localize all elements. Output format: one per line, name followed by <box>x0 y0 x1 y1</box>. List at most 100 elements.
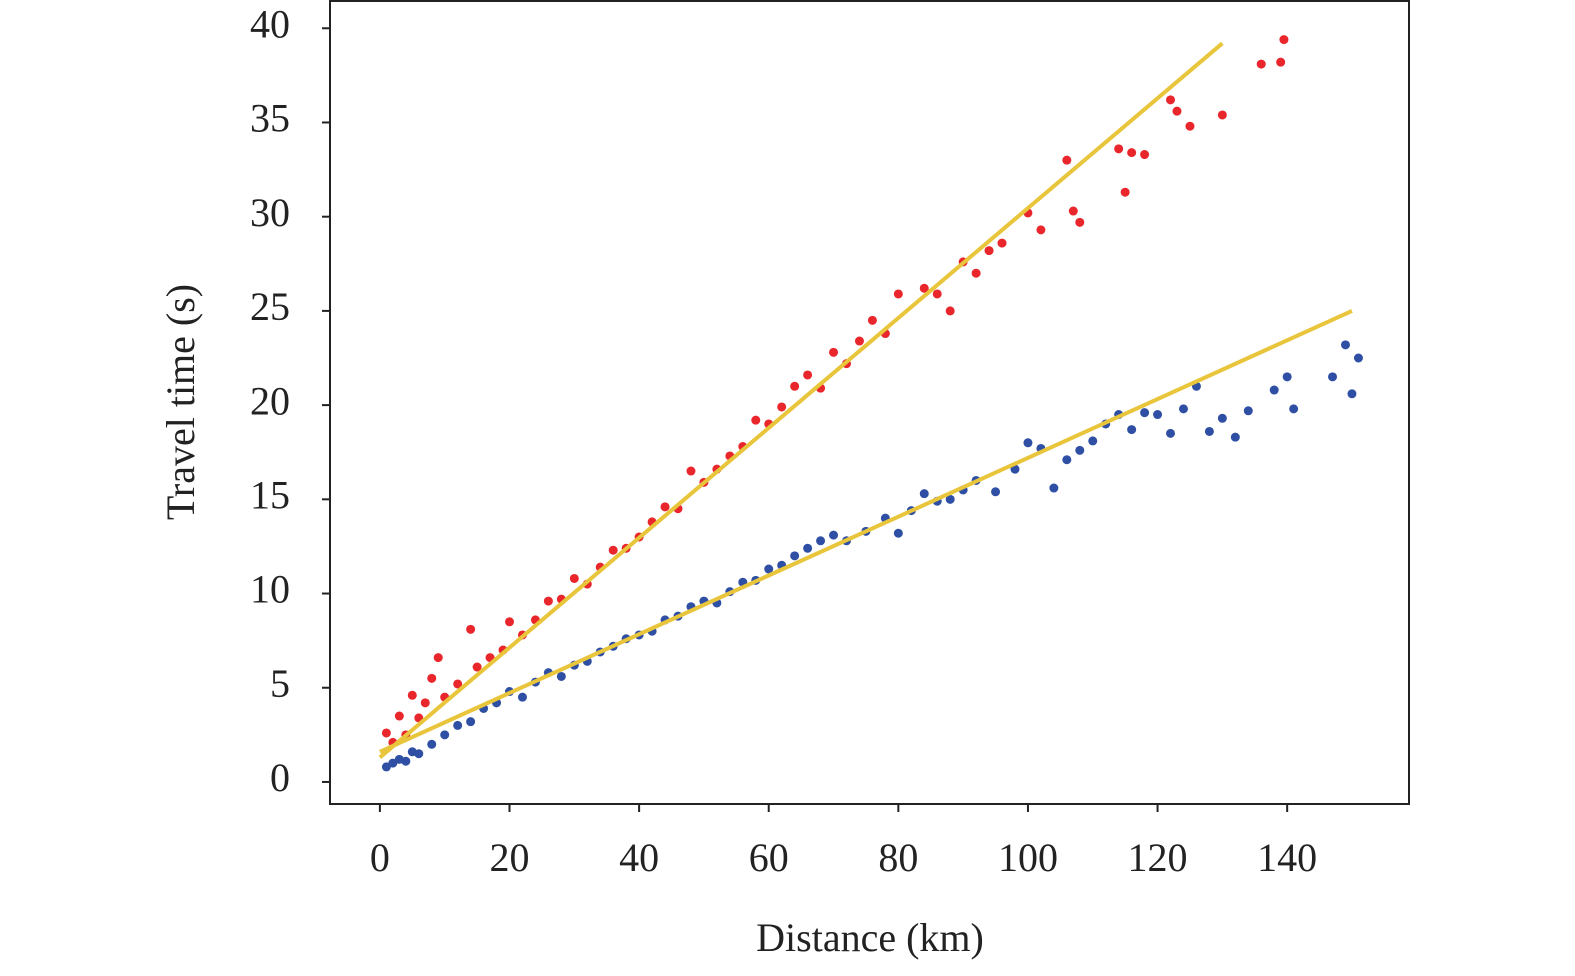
point <box>816 536 826 546</box>
y-tick-label: 20 <box>250 378 290 423</box>
point <box>932 289 942 299</box>
point <box>1347 389 1357 399</box>
y-tick-label: 10 <box>250 567 290 612</box>
point <box>867 315 877 325</box>
point <box>1166 95 1176 105</box>
x-tick-label: 80 <box>878 835 918 880</box>
point <box>466 624 476 634</box>
point <box>472 662 482 672</box>
point <box>1023 438 1033 448</box>
point <box>1178 404 1188 414</box>
point <box>517 692 527 702</box>
point <box>991 487 1001 497</box>
point <box>394 711 404 721</box>
point <box>919 489 929 499</box>
point <box>1153 410 1163 420</box>
y-axis-label: Travel time (s) <box>158 284 203 520</box>
point <box>1217 413 1227 423</box>
point <box>1140 408 1150 418</box>
point <box>1062 455 1072 465</box>
point <box>1230 432 1240 442</box>
point <box>608 545 618 555</box>
point <box>1120 187 1130 197</box>
point <box>401 756 411 766</box>
point <box>1166 428 1176 438</box>
point <box>440 730 450 740</box>
fit-line <box>378 41 1224 759</box>
point <box>407 690 417 700</box>
point <box>893 528 903 538</box>
point <box>1217 110 1227 120</box>
x-tick-label: 100 <box>998 835 1058 880</box>
point <box>1353 353 1363 363</box>
point <box>1049 483 1059 493</box>
point <box>1114 144 1124 154</box>
point <box>1276 57 1286 67</box>
point <box>686 466 696 476</box>
point <box>919 283 929 293</box>
point <box>556 671 566 681</box>
point <box>433 653 443 663</box>
point <box>1140 150 1150 160</box>
x-tick-label: 140 <box>1257 835 1317 880</box>
point <box>466 717 476 727</box>
x-tick-label: 120 <box>1128 835 1188 880</box>
point <box>777 402 787 412</box>
point <box>414 749 424 759</box>
x-tick-label: 20 <box>490 835 530 880</box>
point <box>1088 436 1098 446</box>
point <box>997 238 1007 248</box>
fit-line <box>379 309 1353 754</box>
point <box>420 698 430 708</box>
y-tick-label: 30 <box>250 190 290 235</box>
point <box>984 246 994 256</box>
y-tick-label: 25 <box>250 284 290 329</box>
point <box>381 728 391 738</box>
point <box>1282 372 1292 382</box>
point <box>1075 445 1085 455</box>
point <box>945 306 955 316</box>
point <box>790 381 800 391</box>
point <box>803 543 813 553</box>
point <box>543 596 553 606</box>
plot-frame <box>329 0 1410 805</box>
point <box>1062 155 1072 165</box>
point <box>893 289 903 299</box>
point <box>764 564 774 574</box>
point <box>453 679 463 689</box>
point <box>1279 35 1289 45</box>
point <box>1127 425 1137 435</box>
point <box>945 494 955 504</box>
x-tick-label: 60 <box>749 835 789 880</box>
point <box>1269 385 1279 395</box>
point <box>829 347 839 357</box>
point <box>1185 121 1195 131</box>
point <box>1340 340 1350 350</box>
point <box>453 720 463 730</box>
point <box>1289 404 1299 414</box>
x-tick-label: 40 <box>619 835 659 880</box>
y-tick-label: 35 <box>250 96 290 141</box>
point <box>1256 59 1266 69</box>
point <box>427 673 437 683</box>
point <box>971 268 981 278</box>
point <box>427 739 437 749</box>
point <box>660 502 670 512</box>
point <box>854 336 864 346</box>
point <box>1036 225 1046 235</box>
point <box>1243 406 1253 416</box>
y-tick-label: 40 <box>250 1 290 46</box>
point <box>1068 206 1078 216</box>
y-tick-label: 15 <box>250 472 290 517</box>
point <box>803 370 813 380</box>
point <box>1204 426 1214 436</box>
x-axis-label: Distance (km) <box>756 915 984 960</box>
point <box>1127 148 1137 158</box>
point <box>569 573 579 583</box>
point <box>1075 217 1085 227</box>
point <box>1172 106 1182 116</box>
x-tick-label: 0 <box>370 835 390 880</box>
point <box>751 415 761 425</box>
y-tick-label: 0 <box>270 755 290 800</box>
